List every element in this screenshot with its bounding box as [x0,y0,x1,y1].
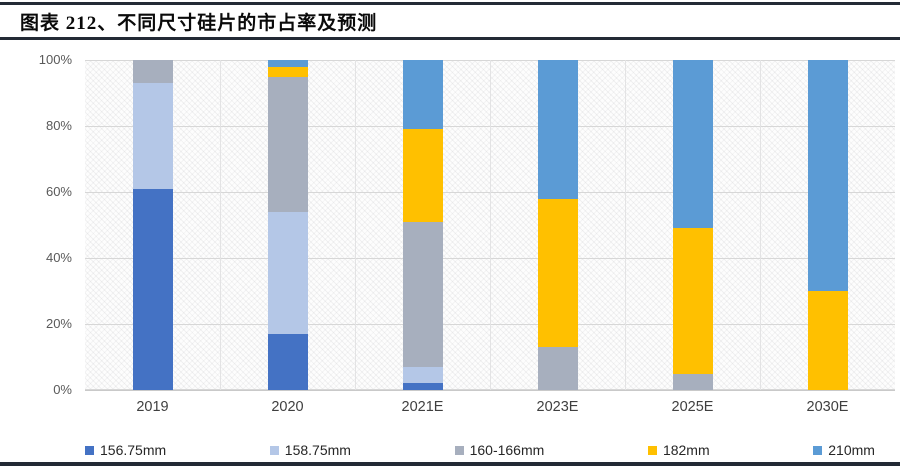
bar-segment-2021E-156.75mm [402,383,443,390]
gridline-v-4 [625,60,626,390]
legend-item-158.75mm: 158.75mm [269,442,351,458]
title-underline [0,37,900,40]
bar-2020 [267,60,308,390]
bar-segment-2025E-210mm [672,60,713,229]
bar-segment-2020-182mm [267,66,308,77]
bar-2019 [132,60,173,390]
bar-segment-2021E-210mm [402,60,443,130]
bar-segment-2023E-210mm [537,60,578,199]
x-tick-2030E: 2030E [806,399,849,415]
legend-item-156.75mm: 156.75mm [85,442,166,458]
y-tick-40pct: 40% [45,250,72,265]
bar-segment-2030E-182mm [807,291,848,390]
legend-label-156.75mm: 156.75mm [100,442,167,458]
legend-item-210mm: 210mm [813,442,875,458]
legend-item-182mm: 182mm [647,442,710,458]
legend-swatch-156.75mm [85,445,94,455]
bottom-divider [0,462,900,466]
legend: 156.75mm 158.75mm 160-166mm 182mm 210mm [85,442,875,458]
x-tick-2023E: 2023E [536,399,579,415]
bar-segment-2020-156.75mm [267,333,308,390]
bar-segment-2023E-160-166mm [537,347,578,390]
x-tick-2019: 2019 [136,399,169,415]
x-tick-2020: 2020 [271,399,304,415]
legend-label-160-166mm: 160-166mm [469,442,545,458]
bar-segment-2021E-158.75mm [402,366,443,384]
legend-swatch-158.75mm [269,445,279,455]
legend-swatch-160-166mm [454,445,464,455]
bar-segment-2019-158.75mm [132,83,173,189]
bar-segment-2019-160-166mm [132,60,173,84]
bar-segment-2021E-182mm [402,129,443,222]
legend-label-158.75mm: 158.75mm [284,442,351,458]
gridline-v-2 [355,60,356,390]
bar-segment-2023E-182mm [537,198,578,348]
bar-segment-2020-158.75mm [267,211,308,334]
y-tick-60pct: 60% [45,184,72,199]
bar-segment-2020-160-166mm [267,76,308,212]
plot-area [85,60,895,391]
bar-segment-2030E-210mm [807,60,848,291]
x-tick-2021E: 2021E [401,399,444,415]
top-divider [0,2,900,5]
bar-segment-2020-210mm [267,60,308,67]
legend-item-160-166mm: 160-166mm [454,442,545,458]
x-tick-2025E: 2025E [671,399,714,415]
bar-segment-2019-156.75mm [132,188,173,390]
bar-segment-2021E-160-166mm [402,221,443,367]
legend-label-210mm: 210mm [828,442,875,458]
bar-2030E [807,60,848,390]
bar-2025E [672,60,713,390]
y-tick-100pct: 100% [38,52,72,67]
legend-label-182mm: 182mm [662,442,710,458]
legend-swatch-210mm [813,445,823,455]
y-tick-0pct: 0% [53,382,72,397]
bar-segment-2025E-182mm [672,228,713,374]
x-axis: 2019 2020 2021E 2023E 2025E 2030E [85,399,895,421]
gridline-v-1 [220,60,221,390]
legend-swatch-182mm [647,445,657,455]
figure-title: 图表 212、不同尺寸硅片的市占率及预测 [20,13,378,34]
gridline-v-3 [490,60,491,390]
gridline-v-5 [760,60,761,390]
bar-2023E [537,60,578,390]
bar-2021E [402,60,443,390]
y-tick-80pct: 80% [45,118,72,133]
y-axis: 0% 20% 40% 60% 80% 100% [18,52,78,397]
y-tick-20pct: 20% [45,316,72,331]
bar-segment-2025E-160-166mm [672,373,713,390]
